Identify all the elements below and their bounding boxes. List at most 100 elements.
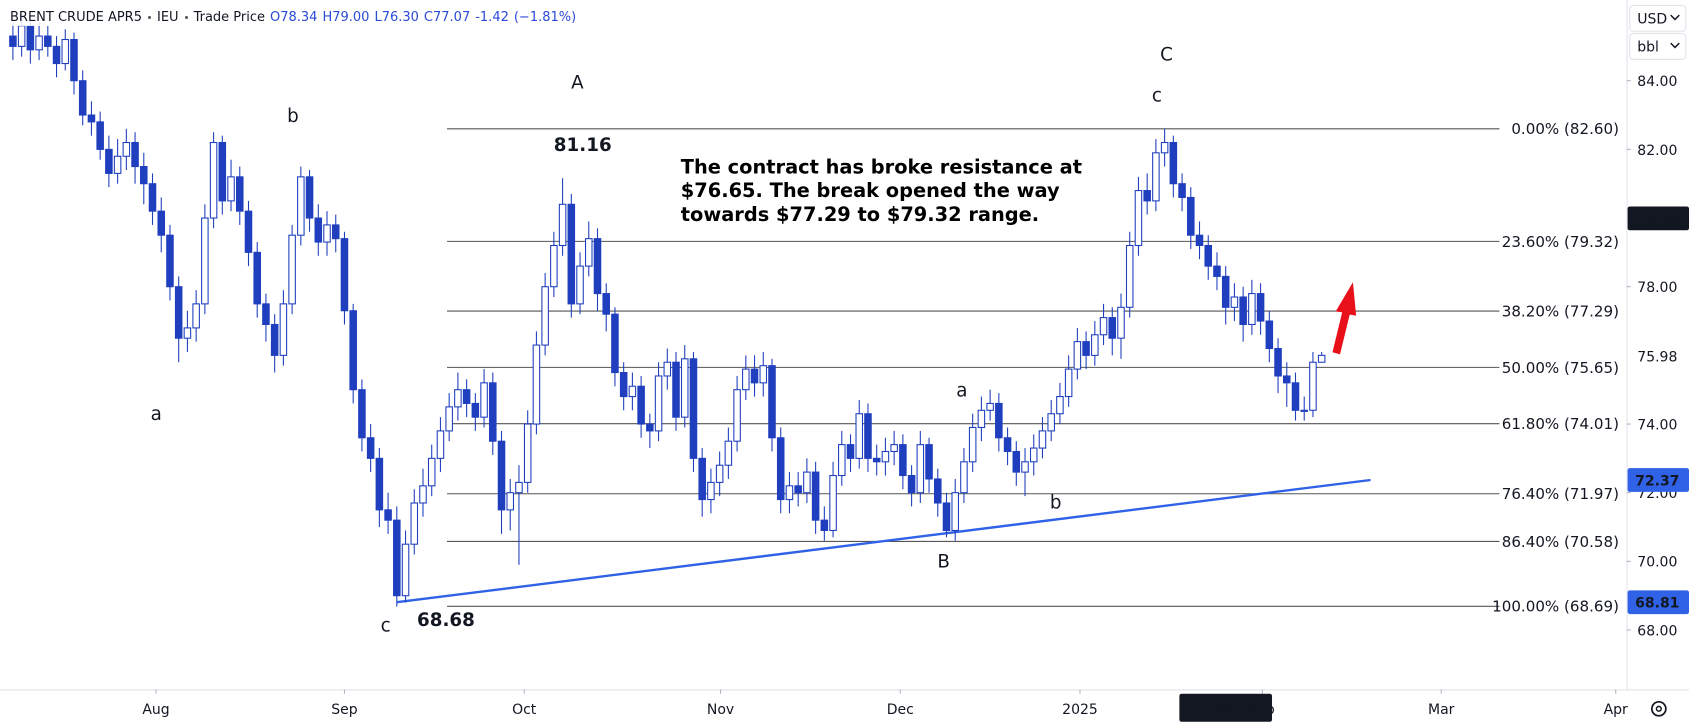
candle-body (436, 430, 445, 459)
fib-label: 38.20% (77.29) (1502, 302, 1619, 320)
wave-label: c (381, 615, 391, 636)
candle-body (87, 114, 96, 123)
candle-body (244, 210, 253, 253)
candle-body (497, 440, 506, 511)
candle-body (864, 413, 872, 459)
candle-body (558, 203, 567, 247)
candle-body (672, 361, 680, 418)
change: -1.42 (475, 10, 509, 25)
candle-body (1248, 293, 1256, 326)
candle-body (646, 423, 654, 432)
candle-body (297, 176, 305, 236)
ohlc-open: O78.34 (270, 10, 318, 25)
unit[interactable]: bbl (1637, 40, 1659, 56)
x-tick-label: Nov (707, 702, 734, 718)
candle-body (838, 444, 846, 477)
candle-body (192, 303, 200, 329)
candle-body (759, 365, 768, 384)
candle-body (384, 509, 392, 521)
candle-body (698, 457, 706, 501)
candle-body (733, 389, 741, 442)
candle-body (148, 183, 157, 212)
settings-icon[interactable] (1650, 700, 1667, 717)
candle-body (157, 210, 166, 236)
candle-body (951, 492, 959, 532)
candle-body (358, 389, 366, 439)
note-line: $76.65. The break opened the way (681, 179, 1060, 202)
candle-body (576, 265, 584, 305)
y-tick-label: 84.00 (1637, 74, 1677, 90)
candle-body (602, 293, 610, 315)
unit-button[interactable] (1629, 32, 1687, 60)
candle-body (881, 450, 890, 463)
wave-label: a (151, 404, 162, 425)
candle-body (680, 358, 689, 418)
candle-body (61, 38, 70, 65)
symbol: BRENT CRUDE APR5 (10, 10, 142, 25)
candle-body (201, 217, 209, 305)
candle-body (427, 457, 436, 487)
currency-button[interactable] (1629, 4, 1687, 32)
candle-body (1204, 244, 1213, 267)
candle-body (611, 313, 619, 374)
candle-body (794, 485, 802, 494)
candle-body (375, 457, 384, 511)
currency[interactable]: USD (1637, 12, 1667, 28)
trendline-end-price-bg (1627, 468, 1689, 492)
candle-body (1012, 450, 1021, 473)
candle-body (829, 474, 837, 532)
fib-label: 23.60% (79.32) (1502, 233, 1619, 251)
wave-label: c (1152, 85, 1162, 106)
fib-label: 76.40% (71.97) (1502, 485, 1619, 503)
candle-body (785, 485, 794, 501)
candle-body (715, 464, 724, 483)
candles (9, 12, 1326, 607)
candle-body (235, 176, 244, 212)
candle-body (480, 382, 488, 418)
candle-body (1309, 361, 1317, 411)
candle-body (454, 389, 462, 408)
candle-body (1169, 141, 1178, 185)
gear-ring[interactable] (1650, 700, 1667, 717)
wave-label: b (287, 106, 299, 127)
last-price: 75.98 (1637, 349, 1677, 365)
candle-body (1064, 368, 1073, 398)
trendline-start-price: 68.81 (1635, 596, 1679, 612)
candle-body (1143, 190, 1151, 202)
candle-body (166, 234, 174, 288)
wave-label: B (937, 552, 950, 573)
candle-body (1213, 265, 1221, 277)
candle-body (742, 368, 750, 391)
candle-body (899, 444, 907, 477)
candle-body (1073, 341, 1082, 370)
candle-body (288, 234, 296, 305)
fib-label: 61.80% (74.01) (1502, 415, 1619, 433)
candle-body (305, 176, 314, 219)
x-tick-label: Aug (142, 702, 169, 718)
candle-body (70, 38, 78, 82)
x-tick-label: Oct (512, 702, 537, 718)
candle-body (1082, 341, 1090, 356)
wave-label: b (1050, 492, 1062, 513)
candle-body (489, 382, 497, 442)
candle-body (323, 224, 331, 243)
note-line: The contract has broke resistance at (681, 155, 1082, 178)
gear-hub[interactable] (1655, 705, 1662, 712)
candle-body (1117, 306, 1125, 339)
separator (184, 16, 188, 19)
candle-body (986, 402, 994, 411)
trendline-start-price-bg (1627, 590, 1689, 615)
marker-price: 79.99 (1635, 212, 1679, 228)
exchange: IEU (156, 10, 179, 25)
candle-body (1265, 320, 1274, 350)
x-tick-label: Apr (1604, 702, 1628, 718)
candle-body (960, 461, 968, 494)
candle-body (925, 444, 933, 480)
candle-body (1230, 296, 1239, 308)
wave-label: A (571, 72, 584, 93)
wave-label: C (1160, 44, 1173, 65)
candle-body (1038, 430, 1047, 449)
candle-body (707, 481, 715, 501)
